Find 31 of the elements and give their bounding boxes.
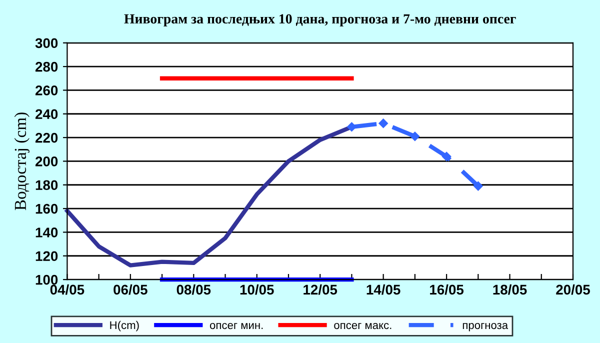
y-axis-title: Водостај (cm) [14,112,30,210]
chart-title: Нивограм за последњих 10 дана, прогноза и 7-мо дневни опсег [124,14,516,26]
y-tick-label: 260 [35,86,58,96]
y-tick-label: 240 [35,109,58,120]
y-tick-label: 160 [36,204,58,214]
legend-label: опсег макс. [334,323,392,330]
y-tick-label: 140 [36,228,58,238]
x-tick-label: 18/05 [493,284,527,295]
legend-label: прогноза [462,323,508,332]
y-tick-label: 100 [36,274,58,285]
legend-label: H(cm) [110,320,139,332]
point [410,132,420,141]
x-tick-label: 08/05 [176,284,211,295]
y-tick-label: 280 [35,62,58,72]
x-tick-label: 06/05 [114,284,148,295]
x-tick-label: 04/05 [50,284,84,295]
x-tick-label: 14/05 [366,284,400,295]
y-tick-label: 120 [36,251,58,262]
x-tick-label: 12/05 [304,284,338,295]
point [347,122,356,132]
x-tick-label: 16/05 [430,284,464,295]
x-tick-label: 10/05 [240,284,274,295]
y-tick-label: 200 [35,156,58,166]
legend-label: опсег мин. [210,323,263,330]
point [378,118,388,128]
point [474,181,483,191]
point [442,152,452,162]
y-tick-label: 220 [35,132,58,143]
y-tick-label: 180 [36,180,58,190]
x-tick-label: 20/05 [556,284,590,295]
y-tick-label: 300 [35,38,58,48]
